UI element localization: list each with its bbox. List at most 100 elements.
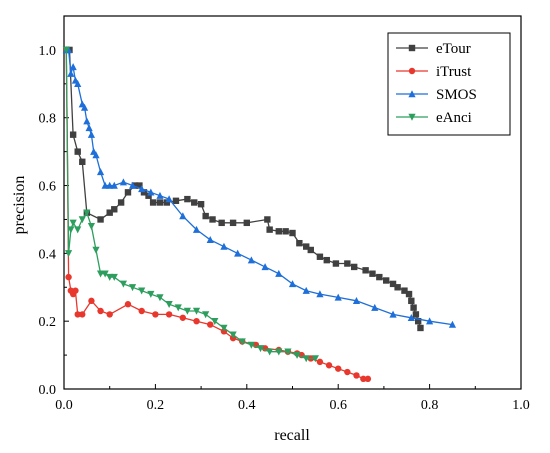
data-point-smos [80,103,89,111]
legend-marker-smos [408,90,416,98]
data-point-eanci [183,307,191,315]
data-point-etour [111,206,118,213]
data-point-smos [426,317,434,325]
data-point-smos [220,242,228,250]
data-point-etour [323,256,330,264]
data-point-eanci [275,348,283,356]
y-tick-label: 1.0 [39,44,57,59]
data-point-smos [288,280,297,288]
data-point-etour [307,246,314,254]
data-point-eanci [96,270,105,278]
data-point-etour [172,197,180,205]
data-point-smos [74,80,82,88]
data-point-smos [192,225,201,233]
data-point-eanci [67,226,75,234]
series-eanci [62,46,319,363]
data-point-itrust [79,311,86,318]
data-point-eanci [78,216,86,224]
data-point-etour [264,216,271,223]
data-point-smos [83,117,91,125]
data-point-eanci [74,226,82,234]
data-point-smos [87,130,96,138]
series-layer [62,46,457,383]
data-point-smos [67,69,75,77]
series-etour [63,46,424,332]
data-point-itrust [193,317,200,325]
data-point-etour [376,273,383,281]
x-tick-label: 0.2 [147,398,165,413]
legend-item-smos: SMOS [396,87,477,103]
y-tick-label: 0.2 [39,315,57,330]
data-point-smos [101,181,109,189]
data-point-eanci [165,301,173,309]
data-point-itrust [344,368,351,376]
data-point-etour [414,317,422,325]
data-point-smos [128,181,137,189]
data-point-etour [303,243,310,250]
legend-label-eanci: eAnci [436,110,472,126]
data-point-etour [131,182,139,189]
data-point-smos [110,181,118,189]
data-point-etour [197,200,205,208]
data-point-eanci [128,284,137,292]
data-point-etour [332,260,340,267]
data-point-etour [394,284,401,291]
y-tick-label: 0.8 [39,112,57,127]
data-point-smos [316,290,324,298]
data-point-etour [97,216,104,223]
x-tick-label: 0.6 [329,398,347,413]
data-point-etour [124,189,132,196]
data-point-eanci [293,351,301,359]
data-point-itrust [74,311,81,318]
data-point-eanci [211,317,219,325]
data-point-smos [407,313,415,321]
data-point-etour [156,199,164,206]
data-point-eanci [247,341,255,349]
data-point-eanci [101,270,109,278]
x-axis-label: recall [274,427,310,444]
data-point-etour [117,199,125,206]
data-point-eanci [119,280,128,288]
data-point-etour [106,209,113,216]
data-point-etour [202,212,209,220]
data-point-eanci [147,290,155,298]
data-point-etour [296,239,303,247]
data-point-etour [136,182,143,189]
data-point-eanci [220,324,228,332]
data-point-etour [79,158,86,166]
data-point-etour [218,219,225,227]
data-point-eanci [64,250,73,258]
data-point-eanci [110,273,118,281]
data-point-smos [69,63,77,71]
data-point-eanci [87,223,96,231]
legend-box [387,32,511,136]
data-point-itrust [165,311,173,318]
data-point-smos [352,297,361,305]
data-point-etour [389,280,397,288]
data-point-etour [369,270,376,277]
data-point-etour [408,297,415,305]
data-point-itrust [316,358,324,366]
data-point-smos [389,310,397,318]
series-smos [62,46,457,328]
data-point-itrust [97,307,104,315]
data-point-smos [85,124,93,132]
data-point-itrust [65,273,72,281]
data-point-smos [92,151,100,159]
data-point-eanci [138,287,146,295]
data-point-etour [410,304,417,311]
data-point-etour [401,287,408,294]
data-point-smos [247,256,255,264]
data-point-etour [382,277,390,284]
legend-item-etour: eTour [396,41,471,57]
data-point-eanci [174,304,182,312]
data-point-etour [140,189,148,196]
legend-marker-eanci [408,113,416,121]
y-tick-label: 0.0 [39,383,57,398]
legend: eTour iTrust SMOS eAnci [387,32,511,136]
data-point-eanci [92,246,100,254]
data-point-itrust [207,321,214,328]
data-point-itrust [106,311,113,318]
data-point-smos [206,236,214,243]
